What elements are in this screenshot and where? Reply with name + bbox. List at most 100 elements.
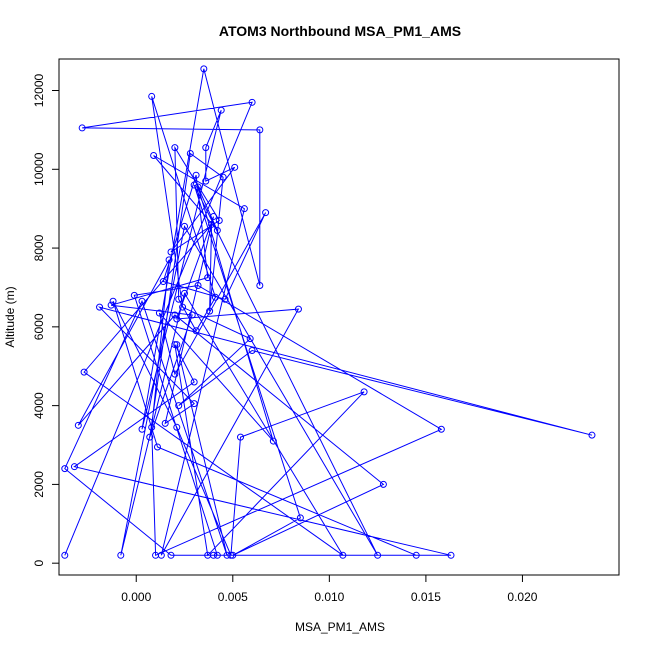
data-point [256, 126, 264, 134]
data-point [360, 388, 368, 396]
data-point [70, 463, 78, 471]
data-point [204, 274, 212, 282]
data-point [96, 303, 104, 311]
y-tick-label: 6000 [32, 313, 46, 340]
data-point [339, 551, 347, 559]
data-point [211, 293, 219, 301]
data-point [179, 303, 187, 311]
y-axis-label: Altitude (m) [3, 286, 17, 347]
data-point [412, 551, 420, 559]
data-point [221, 295, 229, 303]
x-tick-label: 0.010 [314, 590, 344, 604]
data-point [167, 551, 175, 559]
data-point [374, 551, 382, 559]
data-point [190, 181, 198, 189]
y-tick-label: 12000 [32, 74, 46, 108]
data-point [379, 480, 387, 488]
data-point [192, 171, 200, 179]
x-tick-label: 0.020 [507, 590, 537, 604]
data-point [148, 423, 156, 431]
data-point [296, 514, 304, 522]
y-tick-label: 0 [32, 560, 46, 567]
data-point [206, 307, 214, 315]
data-point [437, 425, 445, 433]
data-point [188, 311, 196, 319]
data-point [213, 226, 221, 234]
data-point [61, 465, 69, 473]
data-point [107, 301, 115, 309]
data-point [171, 370, 179, 378]
data-point [186, 150, 194, 158]
data-point [152, 551, 160, 559]
x-tick-label: 0.005 [218, 590, 248, 604]
data-point [194, 281, 202, 289]
data-point [181, 289, 189, 297]
plot-frame [58, 58, 620, 576]
data-point [209, 213, 217, 221]
data-point [165, 256, 173, 264]
x-tick-label: 0.000 [121, 590, 151, 604]
data-point [190, 378, 198, 386]
data-point [138, 425, 146, 433]
data-point [138, 297, 146, 305]
x-axis-label: MSA_PM1_AMS [295, 620, 385, 634]
data-point [109, 297, 117, 305]
data-point [262, 209, 270, 217]
data-point [208, 220, 216, 228]
data-point [80, 368, 88, 376]
y-tick-label: 4000 [32, 392, 46, 419]
data-point [167, 248, 175, 256]
data-point [217, 106, 225, 114]
data-point [227, 551, 235, 559]
data-point [213, 551, 221, 559]
data-point [173, 341, 181, 349]
data-point [173, 423, 181, 431]
data-point [294, 305, 302, 313]
data-point [78, 124, 86, 132]
data-point [219, 173, 227, 181]
data-point [159, 278, 167, 286]
data-point [150, 152, 158, 160]
data-point [248, 98, 256, 106]
data-point [161, 419, 169, 427]
y-axis: 0 2000 4000 6000 8000 10000 12000 [32, 74, 60, 567]
data-point [256, 281, 264, 289]
series-line [64, 68, 593, 557]
data-point [215, 216, 223, 224]
data-point [447, 551, 455, 559]
chart-title: ATOM3 Northbound MSA_PM1_AMS [219, 23, 461, 39]
data-point [192, 327, 200, 335]
data-point [171, 341, 179, 349]
data-point [237, 433, 245, 441]
x-tick-label: 0.015 [411, 590, 441, 604]
data-point [117, 551, 125, 559]
data-point [130, 291, 138, 299]
data-point [153, 443, 161, 451]
data-point [240, 205, 248, 213]
y-tick-label: 10000 [32, 152, 46, 186]
series-layer [61, 65, 596, 559]
data-point [588, 431, 596, 439]
data-point [175, 295, 183, 303]
data-point [248, 346, 256, 354]
y-tick-label: 8000 [32, 234, 46, 261]
data-point [202, 144, 210, 152]
data-point [173, 315, 181, 323]
data-point [209, 551, 217, 559]
data-point [146, 433, 154, 441]
data-point [171, 311, 179, 319]
data-point [175, 402, 183, 410]
data-point [74, 421, 82, 429]
data-point [190, 400, 198, 408]
data-point [194, 183, 202, 191]
data-point [246, 335, 254, 343]
x-axis: 0.000 0.005 0.010 0.015 0.020 [121, 574, 538, 604]
data-point [231, 163, 239, 171]
data-point [202, 177, 210, 185]
data-point [181, 222, 189, 230]
data-point [155, 309, 163, 317]
data-point [61, 551, 69, 559]
data-point [269, 437, 277, 445]
y-tick-label: 2000 [32, 471, 46, 498]
